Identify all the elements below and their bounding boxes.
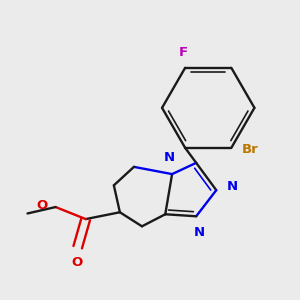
Text: N: N [194, 226, 205, 239]
Text: N: N [163, 151, 174, 164]
Text: O: O [36, 199, 48, 212]
Text: N: N [226, 181, 237, 194]
Text: Br: Br [242, 143, 258, 156]
Text: F: F [178, 46, 188, 59]
Text: O: O [71, 256, 82, 269]
